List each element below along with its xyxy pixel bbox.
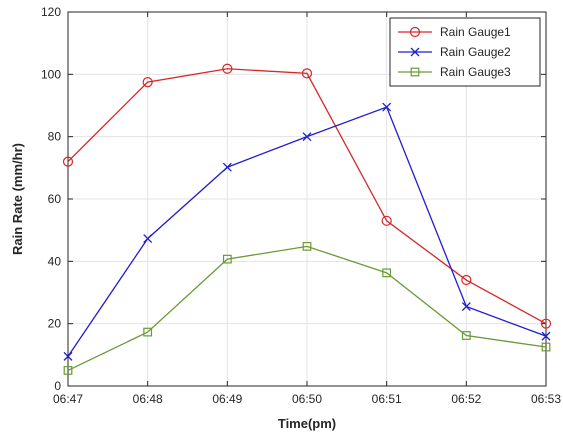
- y-tick-label: 20: [48, 317, 62, 331]
- y-axis-ticks: 0 20 40 60 80 100 120: [41, 5, 546, 393]
- series-layer: [62, 63, 552, 375]
- data-point: [382, 102, 392, 112]
- x-tick-label: 06:47: [53, 392, 83, 406]
- x-axis-title: Time(pm): [278, 416, 336, 431]
- y-tick-label: 120: [41, 5, 61, 19]
- data-point: [540, 318, 552, 329]
- data-point: [541, 342, 551, 352]
- data-point: [142, 77, 153, 88]
- y-tick-label: 100: [41, 67, 61, 81]
- series-3: [63, 241, 551, 375]
- data-point: [63, 366, 73, 375]
- data-point: [461, 274, 472, 286]
- x-axis-ticks: 06:47 06:48 06:49 06:50 06:51 06:52 06:53: [53, 12, 561, 406]
- y-tick-label: 60: [48, 192, 62, 206]
- data-point: [461, 331, 471, 340]
- legend-label: Rain Gauge3: [440, 65, 511, 79]
- x-tick-label: 06:53: [531, 392, 561, 406]
- data-point: [302, 241, 312, 251]
- legend-label: Rain Gauge1: [440, 25, 511, 39]
- series-1: [62, 63, 552, 329]
- y-tick-label: 40: [48, 254, 62, 268]
- x-tick-label: 06:50: [292, 392, 322, 406]
- x-tick-label: 06:51: [372, 392, 402, 406]
- data-point: [222, 254, 232, 264]
- series-line: [67, 68, 547, 325]
- data-point: [222, 63, 233, 74]
- y-axis-title: Rain Rate (mm/hr): [10, 143, 25, 255]
- legend-item: Rain Gauge1: [398, 25, 511, 39]
- legend: Rain Gauge1 Rain Gauge2 Rain Gauge3: [389, 17, 541, 87]
- x-tick-label: 06:49: [212, 392, 242, 406]
- data-point: [541, 331, 551, 341]
- data-point: [409, 26, 421, 38]
- y-tick-label: 0: [54, 379, 61, 393]
- legend-item: Rain Gauge3: [398, 65, 511, 79]
- y-tick-label: 80: [48, 130, 62, 144]
- data-point: [410, 67, 420, 77]
- data-point: [143, 234, 153, 244]
- data-point: [301, 68, 313, 79]
- data-point: [382, 268, 392, 278]
- data-point: [461, 302, 471, 311]
- data-point: [302, 132, 312, 142]
- data-point: [222, 162, 232, 172]
- x-tick-label: 06:52: [451, 392, 481, 406]
- series-2: [63, 102, 551, 361]
- data-point: [62, 156, 74, 167]
- data-point: [410, 47, 420, 57]
- data-point: [63, 351, 73, 361]
- legend-label: Rain Gauge2: [440, 45, 511, 59]
- data-point: [143, 327, 153, 337]
- legend-item: Rain Gauge2: [398, 45, 511, 59]
- data-point: [381, 215, 392, 226]
- series-line: [67, 245, 547, 372]
- x-tick-label: 06:48: [133, 392, 163, 406]
